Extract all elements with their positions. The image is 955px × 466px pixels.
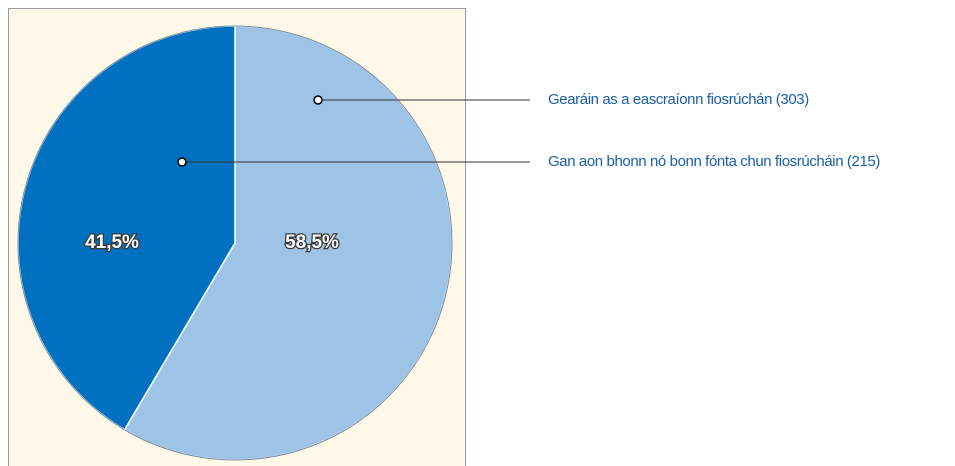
leader-dot: [177, 157, 187, 167]
legend-label: Gan aon bhonn nó bonn fónta chun fiosrúc…: [548, 153, 880, 170]
pie-outline: [17, 25, 453, 461]
slice-label: 41,5%: [85, 232, 139, 253]
slice-label: 58,5%: [285, 232, 339, 253]
legend-label: Gearáin as a eascraíonn fiosrúchán (303): [548, 91, 809, 108]
leader-dot: [313, 95, 323, 105]
